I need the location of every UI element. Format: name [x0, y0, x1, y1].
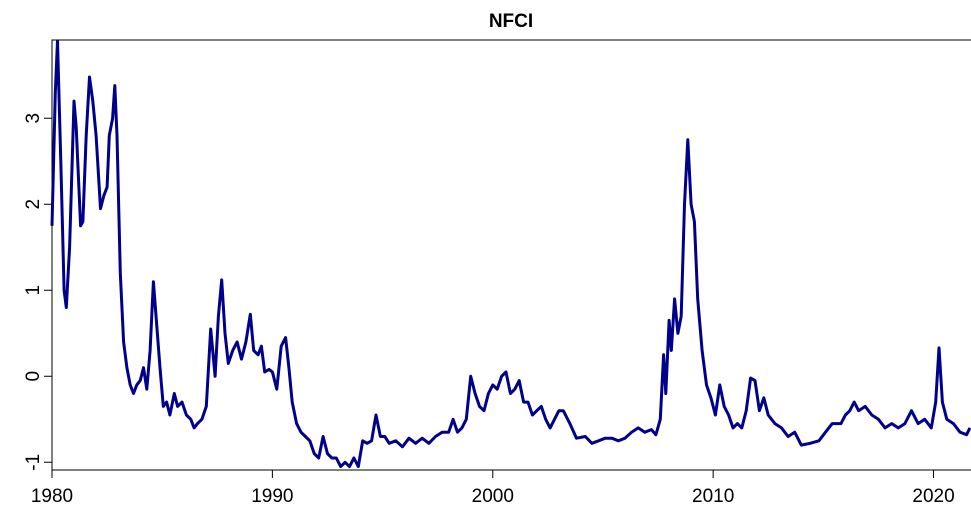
x-tick-label: 2010 [692, 486, 734, 507]
chart-title: NFCI [489, 11, 533, 32]
x-tick-label: 1990 [251, 486, 293, 507]
y-tick-label: 3 [23, 113, 44, 124]
y-tick-label: 0 [23, 371, 44, 382]
y-tick-label: 2 [23, 199, 44, 210]
y-tick-label: 1 [23, 285, 44, 296]
y-tick-label: -1 [23, 454, 44, 471]
x-tick-label: 2000 [472, 486, 514, 507]
x-tick-label: 1980 [31, 486, 73, 507]
data-line [50, 39, 971, 469]
plot-frame [51, 39, 971, 471]
x-tick-label: 2020 [912, 486, 954, 507]
